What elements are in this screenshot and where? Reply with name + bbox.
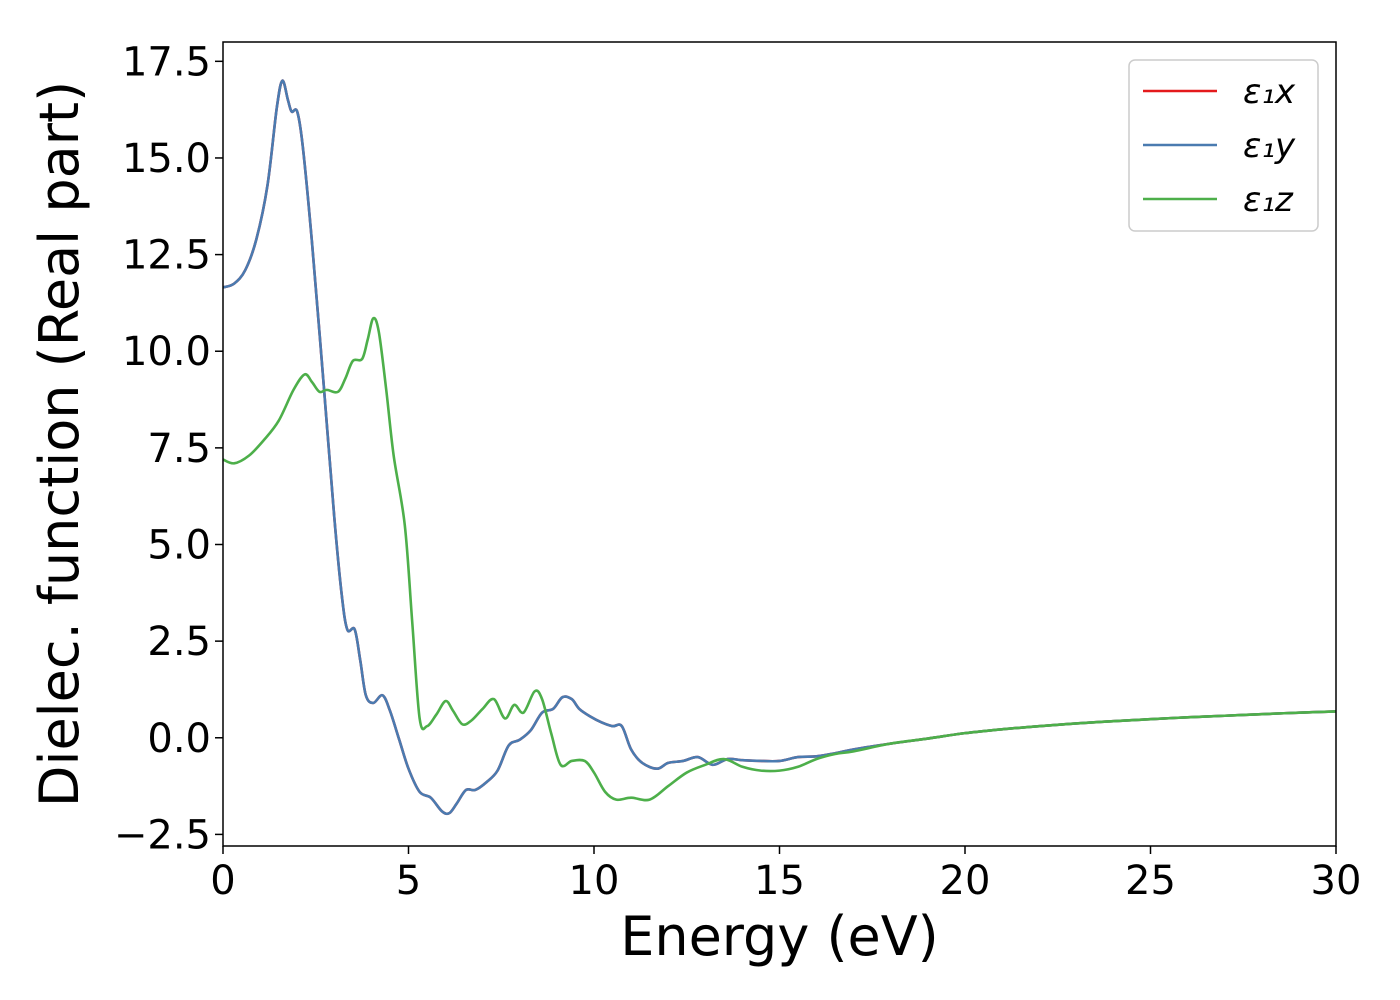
x-axis: 0 5 10 15 20 25 30 (210, 846, 1361, 904)
x-tick-label: 0 (210, 858, 235, 904)
y-tick-label: 10.0 (122, 329, 211, 375)
y-tick-label: 2.5 (147, 619, 211, 665)
series-line-3 (223, 316, 1336, 802)
y-tick-label: 12.5 (122, 233, 211, 279)
y-tick-label: 15.0 (122, 136, 211, 182)
legend-label: ε₁y (1243, 126, 1296, 166)
legend-box (1128, 59, 1319, 232)
y-tick-label: 5.0 (147, 523, 211, 569)
x-tick-label: 25 (1125, 858, 1176, 904)
x-tick-label: 20 (940, 858, 991, 904)
y-axis-label: Dielec. function (Real part) (28, 81, 91, 807)
y-tick-label: 17.5 (122, 39, 211, 85)
legend-label: ε₁z (1243, 180, 1294, 220)
x-tick-label: 15 (754, 858, 805, 904)
x-axis-label: Energy (eV) (620, 905, 939, 968)
plot-area (223, 79, 1336, 816)
x-tick-label: 30 (1311, 858, 1362, 904)
y-tick-label: 7.5 (147, 426, 211, 472)
legend-label: ε₁x (1243, 72, 1296, 112)
y-tick-label: 0.0 (147, 716, 211, 762)
y-tick-label: −2.5 (114, 812, 211, 858)
x-tick-label: 5 (396, 858, 421, 904)
x-tick-label: 10 (569, 858, 620, 904)
legend: ε₁x ε₁y ε₁z (1128, 59, 1319, 232)
y-axis: −2.5 0.0 2.5 5.0 7.5 10.0 12.5 15.0 17.5 (114, 39, 223, 858)
